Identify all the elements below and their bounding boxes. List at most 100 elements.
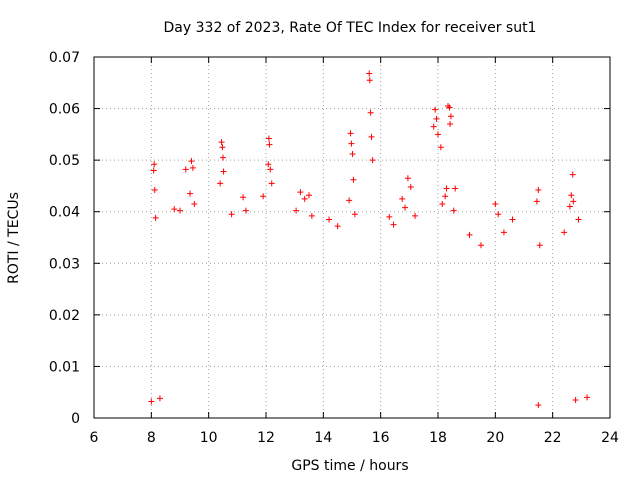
data-point bbox=[242, 207, 249, 214]
data-point bbox=[351, 211, 358, 218]
data-point bbox=[575, 216, 582, 223]
x-tick-label: 12 bbox=[257, 430, 275, 446]
data-point bbox=[366, 70, 373, 77]
data-point bbox=[297, 189, 304, 196]
data-point bbox=[265, 161, 272, 168]
data-point bbox=[265, 135, 272, 142]
data-point bbox=[268, 180, 275, 187]
data-point bbox=[399, 195, 406, 202]
x-tick-label: 16 bbox=[372, 430, 390, 446]
data-point bbox=[348, 140, 355, 147]
data-point bbox=[301, 195, 308, 202]
data-point bbox=[177, 207, 183, 214]
y-tick-label: 0 bbox=[71, 411, 80, 427]
data-point bbox=[240, 194, 247, 201]
data-point bbox=[569, 171, 576, 178]
data-point bbox=[566, 203, 573, 210]
data-point bbox=[430, 123, 437, 130]
data-point bbox=[219, 144, 226, 151]
data-point bbox=[266, 141, 273, 148]
data-point bbox=[150, 167, 157, 174]
data-point bbox=[171, 206, 178, 213]
x-tick-label: 18 bbox=[429, 430, 447, 446]
y-axis-label: ROTI / TECUs bbox=[6, 192, 22, 284]
data-point bbox=[447, 121, 454, 128]
data-point bbox=[367, 109, 374, 116]
data-point bbox=[217, 180, 224, 187]
data-point bbox=[386, 213, 393, 220]
data-point bbox=[437, 144, 444, 151]
y-tick-label: 0.03 bbox=[49, 256, 80, 272]
data-point bbox=[293, 207, 300, 214]
data-point bbox=[561, 229, 568, 236]
data-point bbox=[466, 231, 473, 238]
x-axis-label: GPS time / hours bbox=[291, 458, 408, 474]
x-tick-label: 24 bbox=[601, 430, 619, 446]
data-point bbox=[350, 176, 357, 183]
x-tick-label: 20 bbox=[486, 430, 504, 446]
data-point bbox=[189, 164, 196, 171]
data-point bbox=[390, 221, 397, 228]
data-point bbox=[349, 150, 356, 157]
data-point bbox=[260, 193, 267, 200]
data-point bbox=[228, 211, 235, 218]
data-point bbox=[152, 214, 159, 221]
data-point bbox=[478, 242, 484, 249]
data-point bbox=[326, 216, 333, 223]
x-tick-label: 10 bbox=[200, 430, 218, 446]
data-points bbox=[148, 70, 591, 409]
data-point bbox=[267, 166, 274, 173]
data-point bbox=[346, 197, 353, 204]
data-point bbox=[412, 212, 419, 219]
y-tick-label: 0.01 bbox=[49, 359, 80, 375]
data-point bbox=[450, 207, 457, 214]
data-point bbox=[368, 133, 375, 140]
data-point bbox=[536, 242, 543, 249]
data-point bbox=[535, 402, 542, 409]
data-point bbox=[191, 200, 198, 207]
y-tick-label: 0.02 bbox=[49, 308, 80, 324]
data-point bbox=[369, 157, 376, 164]
data-point bbox=[182, 166, 189, 173]
data-point bbox=[334, 223, 341, 230]
data-point bbox=[220, 154, 226, 161]
x-tick-label: 14 bbox=[314, 430, 332, 446]
data-point bbox=[568, 192, 575, 199]
x-tick-label: 6 bbox=[90, 430, 99, 446]
data-point bbox=[439, 200, 446, 207]
data-point bbox=[187, 190, 194, 197]
data-point bbox=[220, 168, 227, 175]
data-point bbox=[447, 113, 454, 120]
data-point bbox=[572, 396, 579, 403]
data-point bbox=[435, 131, 441, 138]
data-point bbox=[308, 212, 315, 219]
x-tick-label: 22 bbox=[544, 430, 562, 446]
data-point bbox=[492, 200, 499, 207]
y-tick-label: 0.06 bbox=[49, 102, 80, 118]
data-point bbox=[432, 106, 439, 113]
data-point bbox=[366, 77, 373, 84]
data-point bbox=[151, 161, 158, 168]
data-point bbox=[452, 185, 459, 192]
data-point bbox=[495, 211, 502, 218]
data-point bbox=[218, 139, 225, 146]
data-point bbox=[442, 193, 449, 200]
data-point bbox=[446, 104, 453, 111]
data-point bbox=[156, 395, 163, 402]
grid-lines bbox=[94, 57, 610, 418]
x-tick-label: 8 bbox=[147, 430, 156, 446]
data-point bbox=[306, 192, 312, 199]
axis-ticks bbox=[93, 56, 611, 419]
data-point bbox=[500, 229, 507, 236]
data-point bbox=[433, 115, 440, 122]
y-tick-labels: 0 0.01 0.02 0.03 0.04 0.05 0.06 0.07 bbox=[49, 50, 80, 427]
data-point bbox=[188, 158, 195, 165]
chart-title: Day 332 of 2023, Rate Of TEC Index for r… bbox=[164, 20, 537, 36]
data-point bbox=[148, 398, 155, 405]
y-tick-label: 0.04 bbox=[49, 205, 80, 221]
data-point bbox=[570, 198, 577, 205]
data-point bbox=[584, 394, 591, 401]
data-point bbox=[151, 187, 158, 194]
data-point bbox=[347, 130, 354, 137]
